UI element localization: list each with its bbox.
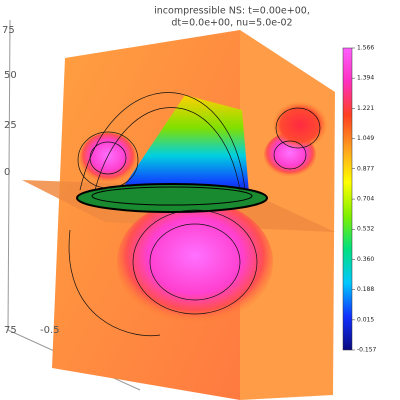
contours	[68, 92, 321, 337]
axis-fragment: 0	[4, 167, 10, 178]
disk	[76, 183, 268, 213]
velocity-wedge	[120, 95, 250, 205]
magenta-region	[80, 133, 136, 183]
disk-mesh	[91, 186, 253, 206]
tick-label: 1.394	[357, 75, 374, 82]
axis-fragment: 25	[4, 120, 17, 131]
tick-label: 0.877	[357, 165, 374, 172]
tick-label: 1.221	[357, 105, 374, 112]
chart-title: incompressible NS: t=0.00e+00,	[154, 6, 310, 17]
tick-label: 0.015	[357, 316, 374, 323]
axis-fragment: 75	[2, 25, 15, 36]
axis-fragment: 50	[4, 70, 17, 81]
axis-fragment: -0.5	[40, 325, 60, 336]
tick-label: 0.360	[357, 256, 374, 263]
tick-label: 1.566	[357, 45, 374, 52]
tick-label: 0.188	[357, 286, 374, 293]
colorbar-rect	[342, 47, 353, 351]
tick-label: 0.704	[357, 196, 374, 203]
tick-label: 0.532	[357, 226, 374, 233]
axis-fragment: 75	[4, 325, 17, 336]
tick-label: 1.049	[357, 135, 374, 142]
colorbar: 1.566 1.394 1.221 1.049 0.877 0.704 0.532 0.360…	[342, 45, 377, 354]
chart-subtitle: dt=0.0e+00, nu=5.0e-02	[171, 18, 292, 29]
scene	[22, 30, 335, 400]
magenta-region	[117, 200, 273, 324]
red-region	[272, 101, 328, 149]
tick-label: -0.157	[357, 347, 377, 354]
